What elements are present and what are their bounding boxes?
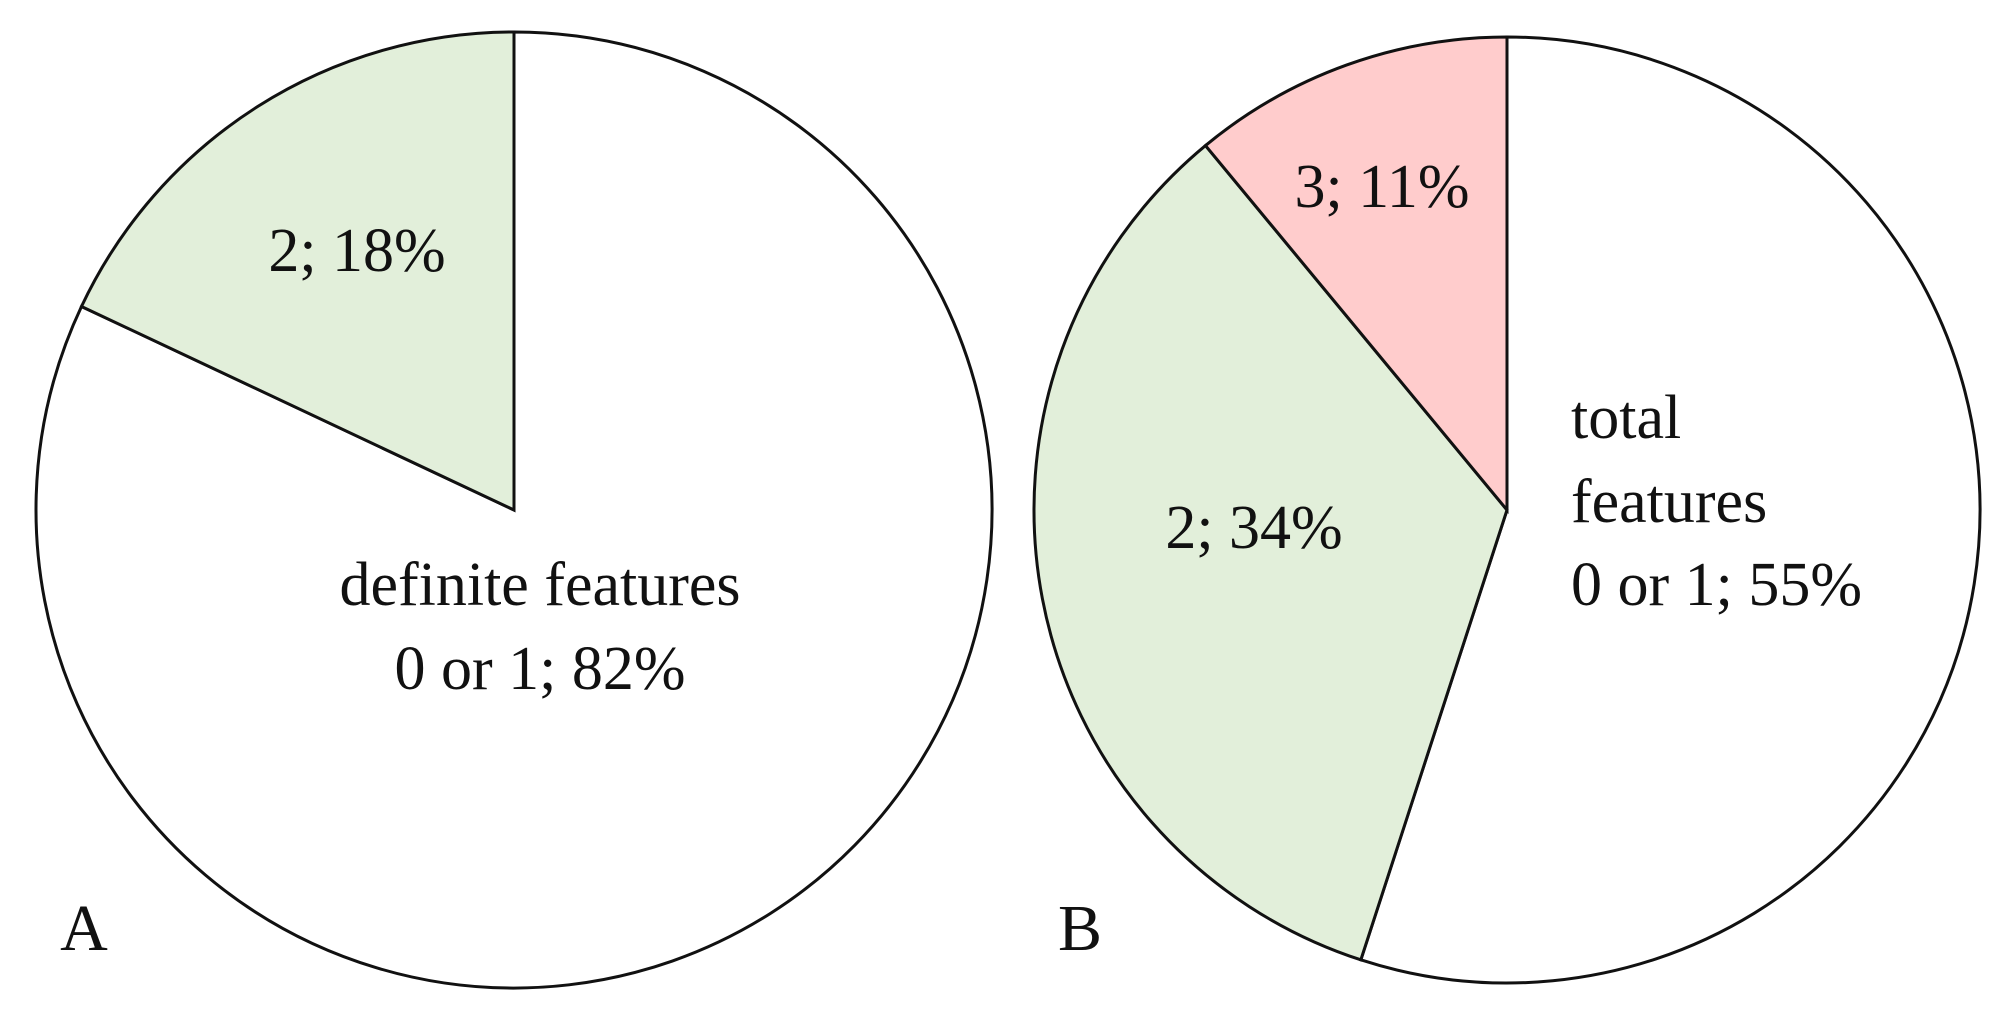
data-label: 0 or 1; 82% [394, 635, 685, 703]
data-label: 2; 18% [268, 217, 445, 285]
data-label: 2; 34% [1165, 494, 1342, 562]
slice-annotation: definite features [339, 551, 740, 619]
pie-slice [1032, 143, 1509, 962]
data-label: 0 or 1; 55% [1571, 551, 1862, 619]
pie-slice [79, 30, 516, 513]
pie-slice [1358, 35, 1982, 985]
slice-annotation: total features [1571, 384, 1767, 536]
pie-slice [1203, 35, 1509, 515]
panel-label: A [60, 892, 108, 965]
panel-label: B [1058, 892, 1102, 965]
data-label: 3; 11% [1294, 153, 1469, 221]
